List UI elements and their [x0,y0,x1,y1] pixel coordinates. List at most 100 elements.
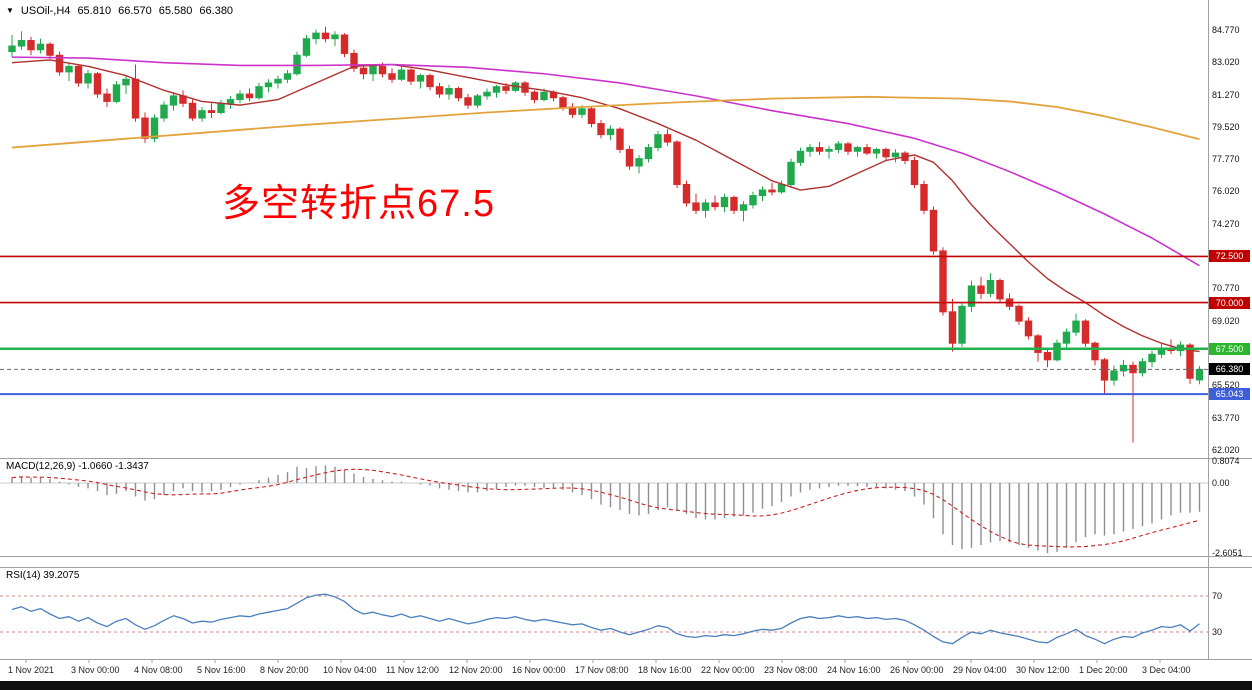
candle-body [834,143,843,150]
candle-body [673,141,681,185]
price-badge-65.043: 65.043 [1209,388,1250,401]
candle-body [977,285,985,294]
candle-body [93,73,102,95]
time-axis-label: 1 Dec 20:00 [1079,665,1128,675]
candle-body [169,95,178,106]
candle-body [331,34,339,40]
moving-averages-layer [11,56,1200,353]
price-axis-label: 84.770 [1212,25,1240,35]
time-axis-label: 17 Nov 08:00 [575,665,629,675]
candle-body [882,148,890,158]
candle-body [739,204,748,211]
time-axis-label: 18 Nov 16:00 [638,665,692,675]
rsi-axis-label: 30 [1212,627,1223,637]
candle-body [1138,361,1147,374]
candle-body [188,102,197,119]
ma-red-line [11,59,1200,353]
price-axis-label: 65.520 [1212,380,1240,391]
candle-body [597,123,605,136]
price-axis-label: 62.020 [1212,444,1240,455]
time-axis-label: 22 Nov 00:00 [701,665,755,675]
candle-body [939,250,947,313]
candle-body [958,305,966,344]
candle-body [540,91,548,101]
candle-body [426,75,434,88]
candle-body [255,86,263,99]
candle-body [1015,305,1023,322]
price-badge-67.500: 67.500 [1209,342,1250,355]
candle-body [207,110,216,114]
chart-title-bar: ▼ USOil-,H4 65.810 66.570 65.580 66.380 [6,5,233,17]
ma-orange-line [11,95,1200,149]
price-axis-label: 79.520 [1212,121,1240,132]
candle-body [236,93,244,101]
candle-body [682,183,691,204]
candle-body [796,150,805,163]
price-axis-label: 69.020 [1212,315,1240,326]
candle-body [397,69,406,80]
candle-body [312,32,320,40]
candle-body [27,40,35,51]
candle-body [502,86,510,91]
time-axis-label: 23 Nov 08:00 [764,665,818,675]
candle-body [245,93,254,99]
candle-body [226,99,235,104]
candle-body [996,279,1004,300]
candle-body [416,75,425,82]
candle-body [768,189,776,193]
candle-body [378,65,387,75]
candle-body [302,38,311,56]
candle-body [1081,320,1090,344]
time-axis-label: 1 Nov 2021 [8,665,55,675]
candle-body [1195,368,1204,381]
chart-symbol-arrow-icon: ▼ [6,5,14,15]
macd-axis-label: -2.6051 [1212,548,1243,559]
taskbar-strip [0,681,1252,690]
candle-body [806,147,814,152]
candle-body [264,82,273,88]
candle-body [65,65,73,73]
candle-body [625,148,634,167]
candle-body [150,117,159,139]
candle-body [777,183,786,193]
horizontal-lines-layer [0,255,1208,396]
candle-body [929,209,938,252]
candle-body [112,84,121,102]
price-axis-label: 77.770 [1212,154,1240,165]
candle-body [758,189,767,197]
candle-body [986,279,995,294]
candle-body [321,32,330,40]
candle-body [46,43,54,56]
candle-body [55,54,64,73]
candle-body [454,88,463,99]
time-axis-label: 8 Nov 20:00 [260,665,309,675]
time-axis-label: 11 Nov 12:00 [386,665,439,675]
candle-body [369,65,377,75]
candle-body [844,143,852,152]
candle-body [274,78,282,84]
candle-body [122,78,130,86]
candle-body [1100,359,1109,381]
price-axis-label: 74.270 [1212,218,1240,229]
candle-body [103,93,111,102]
candle-body [492,86,501,93]
time-axis-label: 16 Nov 00:00 [512,665,566,675]
price-axis-label: 70.770 [1212,283,1240,294]
macd-signal-line [11,468,1200,548]
time-axis-label: 5 Nov 16:00 [197,665,246,675]
time-axis-label: 4 Nov 08:00 [134,665,183,675]
candle-body [445,88,453,95]
candle-body [863,147,871,154]
candle-body [853,147,862,152]
macd-axis-label: 0.00 [1212,478,1230,488]
candle-body [36,43,45,51]
candle-body [1110,370,1118,381]
candle-body [815,147,824,152]
candle-body [616,128,624,150]
candle-body [891,152,900,158]
rsi-panel-layer [0,593,1208,645]
price-axis-label: 76.020 [1212,186,1240,197]
chart-symbol-title: USOil-,H4 [20,5,71,17]
